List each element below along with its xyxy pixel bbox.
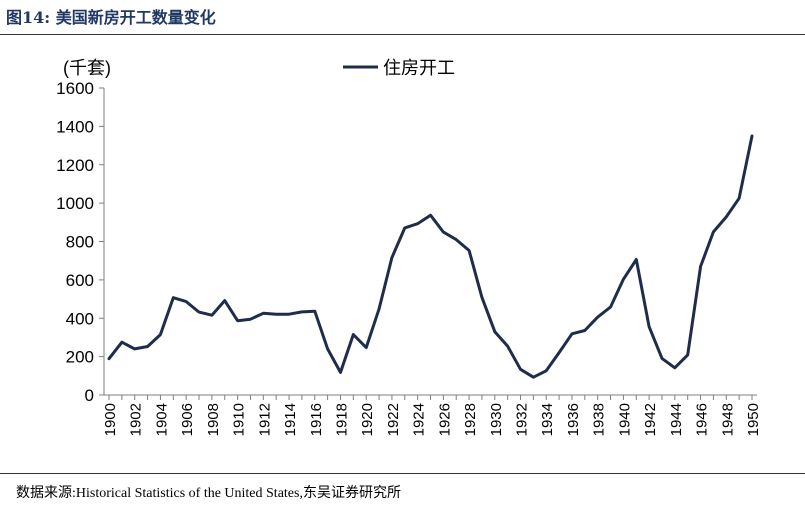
data-point (108, 358, 110, 360)
data-point (455, 239, 457, 241)
data-point (442, 231, 444, 233)
x-tick-label: 1936 (565, 403, 582, 436)
data-point (121, 341, 123, 343)
x-tick-label: 1922 (385, 403, 402, 436)
y-tick-label: 200 (66, 348, 94, 367)
data-point (340, 371, 341, 373)
data-point (687, 354, 689, 356)
x-tick-label: 1908 (205, 403, 222, 436)
plot-area (107, 134, 754, 379)
data-point (198, 311, 200, 313)
data-point (185, 301, 187, 303)
data-point (365, 347, 367, 349)
data-point (738, 197, 740, 199)
x-tick-label: 1900 (102, 403, 119, 436)
data-point (751, 135, 753, 137)
x-tick-label: 1906 (179, 403, 196, 436)
data-point (250, 318, 251, 320)
data-point (648, 326, 650, 328)
data-point (674, 367, 676, 369)
y-tick-label: 600 (66, 271, 94, 290)
data-point (571, 333, 573, 335)
data-point (558, 352, 560, 354)
data-point (262, 312, 264, 314)
data-point (237, 320, 239, 322)
figure-title: 图14: 美国新房开工数量变化 (6, 8, 216, 27)
data-point (635, 259, 637, 260)
x-tick-label: 1920 (359, 403, 376, 436)
x-tick-label: 1902 (128, 403, 145, 436)
data-point (301, 311, 303, 313)
bottom-rule (0, 473, 805, 474)
x-axis: 1900 1902 1904 1906 1908 1910 1912 1914 1916 1918… (102, 394, 762, 436)
data-point (327, 348, 329, 350)
series-line-0 (107, 134, 754, 379)
data-point (172, 297, 174, 299)
y-tick-label: 0 (85, 386, 94, 405)
data-point (622, 278, 624, 280)
y-tick-label: 1400 (56, 117, 94, 136)
data-point (417, 223, 419, 225)
x-tick-label: 1918 (333, 403, 350, 436)
y-tick-label: 1000 (56, 194, 94, 213)
x-tick-label: 1946 (694, 403, 711, 436)
x-tick-label: 1914 (282, 403, 299, 436)
x-tick-label: 1930 (488, 403, 505, 436)
x-tick-label: 1940 (616, 403, 633, 436)
x-tick-label: 1944 (668, 403, 685, 436)
x-tick-label: 1948 (719, 403, 736, 436)
data-point (159, 334, 161, 336)
legend-label: 住房开工 (383, 58, 455, 78)
top-rule (0, 34, 805, 35)
data-point (481, 296, 483, 298)
data-point (378, 308, 380, 310)
x-tick-label: 1910 (231, 403, 248, 436)
data-point (610, 306, 611, 308)
x-tick-label: 1932 (514, 403, 531, 436)
data-point (404, 227, 406, 229)
data-point (468, 250, 470, 251)
data-point (700, 265, 702, 267)
data-point (597, 316, 599, 318)
x-tick-label: 1924 (411, 403, 428, 436)
y-tick-label: 1600 (56, 79, 94, 98)
y-tick-label: 800 (66, 233, 94, 252)
x-tick-label: 1926 (436, 403, 453, 436)
data-point (275, 313, 277, 315)
y-axis: 0 200 400 600 800 1000 1200 1400 1600 (56, 79, 105, 405)
data-point (532, 376, 534, 378)
line-chart: (千套) 住房开工 02004006008001000120014001600 … (56, 58, 762, 436)
legend: 住房开工 (343, 58, 455, 78)
data-point (712, 231, 714, 233)
data-point (224, 300, 226, 302)
data-point (520, 368, 521, 370)
x-tick-label: 1942 (642, 403, 659, 436)
data-point (494, 331, 496, 333)
data-point (430, 214, 431, 216)
data-point (147, 346, 149, 347)
y-tick-label: 1200 (56, 156, 94, 175)
data-point (507, 345, 509, 347)
y-tick-label: 400 (66, 309, 94, 328)
x-tick-label: 1904 (153, 403, 170, 436)
data-point (584, 330, 586, 331)
x-tick-label: 1938 (591, 403, 608, 436)
source-note: 数据来源:Historical Statistics of the United… (16, 486, 401, 501)
data-point (725, 216, 727, 218)
data-point (314, 310, 316, 312)
data-point (352, 334, 354, 336)
y-unit-label: (千套) (63, 58, 111, 78)
x-tick-label: 1912 (256, 403, 273, 436)
x-tick-label: 1916 (308, 403, 325, 436)
data-point (545, 370, 547, 372)
data-point (391, 257, 393, 259)
data-point (288, 313, 290, 315)
x-tick-label: 1928 (462, 403, 479, 436)
data-point (211, 314, 213, 316)
data-point (661, 357, 663, 359)
x-tick-label: 1950 (745, 403, 762, 436)
data-point (134, 348, 136, 350)
x-tick-label: 1934 (539, 403, 556, 436)
